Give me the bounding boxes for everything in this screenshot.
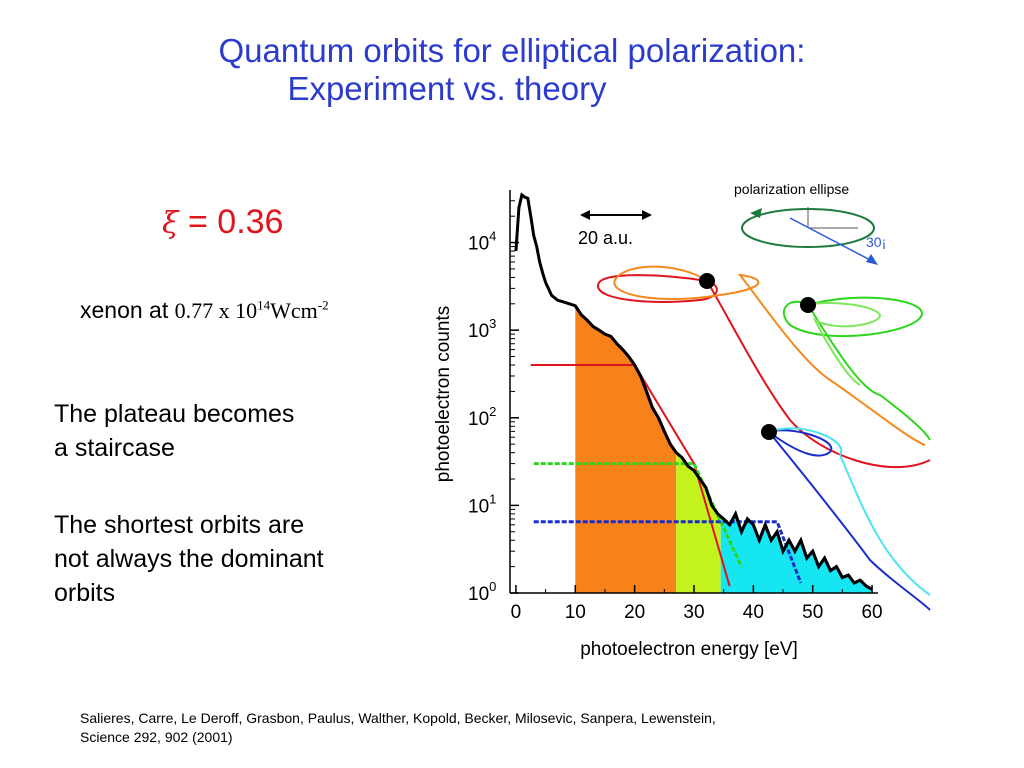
- scale-bar: 20 a.u.: [578, 210, 652, 248]
- ion-core-marker-2: [800, 297, 816, 313]
- bullet-orbits: The shortest orbits are not always the d…: [54, 508, 324, 610]
- orbit-cyan: [768, 427, 931, 596]
- ellipse-angle-label: 30¡: [866, 234, 886, 250]
- x-tick-label: 0: [511, 602, 522, 623]
- bullet-2-line-2: not always the dominant: [54, 545, 324, 573]
- reference: Salieres, Carre, Le Deroff, Grasbon, Pau…: [80, 709, 716, 747]
- y-tick-base: 10: [468, 496, 489, 517]
- fill-region-orange: [575, 305, 677, 593]
- theory-line-1: [530, 364, 731, 587]
- bullet-1-line-1: The plateau becomes: [54, 400, 295, 428]
- xi-symbol: ξ: [162, 206, 179, 241]
- slide-title: Quantum orbits for elliptical polarizati…: [0, 32, 1024, 108]
- y-tick-exponent: 1: [489, 491, 496, 506]
- y-tick-exponent: 4: [489, 229, 496, 244]
- intensity-exponent: 14: [257, 297, 271, 313]
- fill-region-cyan: [720, 513, 873, 593]
- theory-line-3: [533, 520, 803, 584]
- y-tick-exponent: 3: [489, 316, 496, 331]
- y-tick-label: 104: [468, 229, 496, 255]
- theory-line-2: [533, 462, 743, 568]
- bullet-1-line-2: a staircase: [54, 434, 175, 462]
- xenon-label: xenon at: [80, 297, 169, 323]
- bullet-plateau: The plateau becomes a staircase: [54, 397, 294, 465]
- y-tick-base: 10: [468, 409, 489, 430]
- y-tick-label: 103: [468, 316, 496, 342]
- intensity-value: 0.77 x 1014Wcm-2: [175, 298, 329, 323]
- scale-bar-label: 20 a.u.: [578, 228, 633, 248]
- y-tick-exponent: 2: [489, 404, 496, 419]
- spectrum-curve: [514, 192, 873, 591]
- reference-line-1: Salieres, Carre, Le Deroff, Grasbon, Pau…: [80, 710, 716, 726]
- bullet-2-line-1: The shortest orbits are: [54, 511, 305, 539]
- ellipse-rotation-arrow: [750, 208, 762, 218]
- x-tick-label: 10: [565, 602, 586, 623]
- target-intensity-label: xenon at 0.77 x 1014Wcm-2: [80, 297, 329, 324]
- intensity-unit-exponent: -2: [317, 297, 329, 313]
- ion-core-marker-3: [761, 424, 777, 440]
- title-line-2: Experiment vs. theory: [287, 70, 607, 107]
- y-tick-label: 102: [468, 404, 496, 430]
- x-tick-label: 60: [861, 602, 882, 623]
- ellipticity-label: ξ = 0.36: [162, 203, 283, 242]
- x-axis-label: photoelectron energy [eV]: [580, 639, 798, 660]
- y-tick-base: 10: [468, 584, 489, 605]
- bullet-2-line-3: orbits: [54, 579, 116, 607]
- reference-line-2: Science 292, 902 (2001): [80, 729, 233, 745]
- title-line-1: Quantum orbits for elliptical polarizati…: [218, 32, 806, 69]
- x-tick-label: 40: [743, 602, 764, 623]
- x-tick-label: 50: [802, 602, 823, 623]
- ion-core-marker-1: [699, 273, 715, 289]
- field-direction-arrow: [866, 254, 878, 265]
- orbit-red: [597, 274, 931, 469]
- orbit-green: [782, 296, 931, 441]
- y-tick-label: 101: [468, 491, 496, 517]
- orbit-trajectories: [597, 265, 931, 611]
- x-tick-label: 30: [683, 602, 704, 623]
- y-tick-base: 10: [468, 234, 489, 255]
- ellipse-title: polarization ellipse: [734, 181, 849, 197]
- y-tick-exponent: 0: [489, 579, 496, 594]
- y-axis-label: photoelectron counts: [433, 306, 454, 482]
- xi-value: = 0.36: [187, 203, 284, 241]
- intensity-unit: Wcm: [270, 298, 318, 323]
- y-tick-label: 100: [468, 579, 496, 605]
- polarization-ellipse-inset: polarization ellipse 30¡: [734, 181, 886, 265]
- y-tick-base: 10: [468, 321, 489, 342]
- orbit-green-2: [807, 302, 882, 386]
- orbit-orange: [613, 265, 926, 446]
- intensity-mantissa: 0.77 x 10: [174, 298, 258, 323]
- x-tick-label: 20: [624, 602, 645, 623]
